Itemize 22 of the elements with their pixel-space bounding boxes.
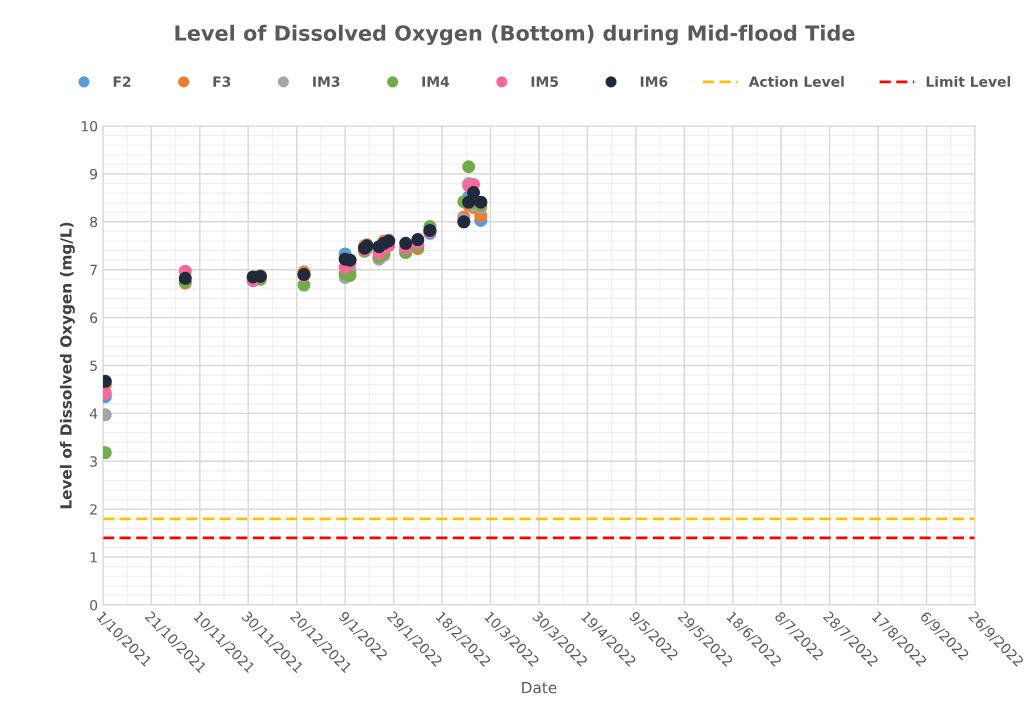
legend-label: IM3 <box>313 76 340 87</box>
y-tick-label: 10 <box>81 120 98 132</box>
legend-label: F2 <box>113 76 131 87</box>
y-tick-label: 3 <box>90 456 97 467</box>
chart-title: Level of Dissolved Oxygen (Bottom) during Mid-flood Tide <box>175 24 855 46</box>
y-tick-label: 2 <box>90 504 97 515</box>
legend-label: IM6 <box>640 76 668 87</box>
y-tick-label: 8 <box>90 216 98 228</box>
y-tick-label: 1 <box>90 552 97 563</box>
y-tick-label: 0 <box>90 599 98 611</box>
legend-label: Action Level <box>748 76 844 87</box>
y-tick-label: 9 <box>90 168 98 180</box>
y-tick-label: 6 <box>90 312 98 324</box>
y-tick-label: 4 <box>89 408 98 419</box>
x-axis-title: Date <box>522 681 557 694</box>
y-tick-label: 5 <box>90 360 97 371</box>
y-axis-title: Level of Dissolved Oxygen (mg/L) <box>59 222 75 509</box>
legend-label: F3 <box>213 76 231 87</box>
legend-label: IM4 <box>422 76 450 87</box>
y-tick-label: 7 <box>90 264 97 275</box>
legend-label: IM5 <box>531 76 558 87</box>
legend-label: Limit Level <box>926 76 1011 87</box>
